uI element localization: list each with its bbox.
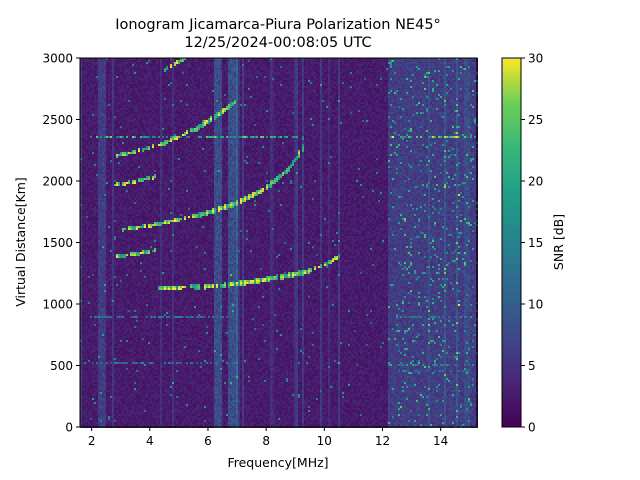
y-tick: 2000	[42, 175, 80, 189]
y-tick: 3000	[42, 52, 80, 66]
x-tick: 6	[204, 427, 212, 448]
y-tick: 500	[50, 359, 80, 373]
colorbar-tick: 0	[521, 421, 536, 435]
x-tick: 10	[317, 427, 332, 448]
y-axis-ticks: 0 500 1000 1500 2000 2500 3000	[42, 52, 80, 435]
colorbar-tick: 10	[521, 298, 543, 312]
y-tick: 1500	[42, 236, 80, 250]
ionogram-chart: 2 4 6 8 10 12 14 0 500 1000 1500 2000 2500 3000 Freq…	[0, 0, 640, 480]
colorbar-tick: 25	[521, 113, 543, 127]
colorbar-tick: 5	[521, 359, 536, 373]
heatmap-area	[80, 58, 478, 428]
colorbar-ticks: 0 5 10 15 20 25 30	[521, 52, 543, 435]
x-tick: 4	[146, 427, 154, 448]
y-axis-label: Virtual Distance[Km]	[13, 177, 28, 307]
x-axis-label: Frequency[MHz]	[227, 455, 328, 470]
y-tick: 1000	[42, 298, 80, 312]
y-tick: 2500	[42, 113, 80, 127]
x-tick: 12	[375, 427, 390, 448]
x-tick: 2	[88, 427, 96, 448]
y-tick: 0	[65, 421, 80, 435]
colorbar-label: SNR [dB]	[551, 214, 566, 270]
colorbar-tick: 30	[521, 52, 543, 66]
colorbar-tick: 20	[521, 175, 543, 189]
colorbar	[502, 58, 521, 427]
colorbar-tick: 15	[521, 236, 543, 250]
x-tick: 14	[433, 427, 448, 448]
x-axis-ticks: 2 4 6 8 10 12 14	[88, 427, 448, 448]
x-tick: 8	[262, 427, 270, 448]
